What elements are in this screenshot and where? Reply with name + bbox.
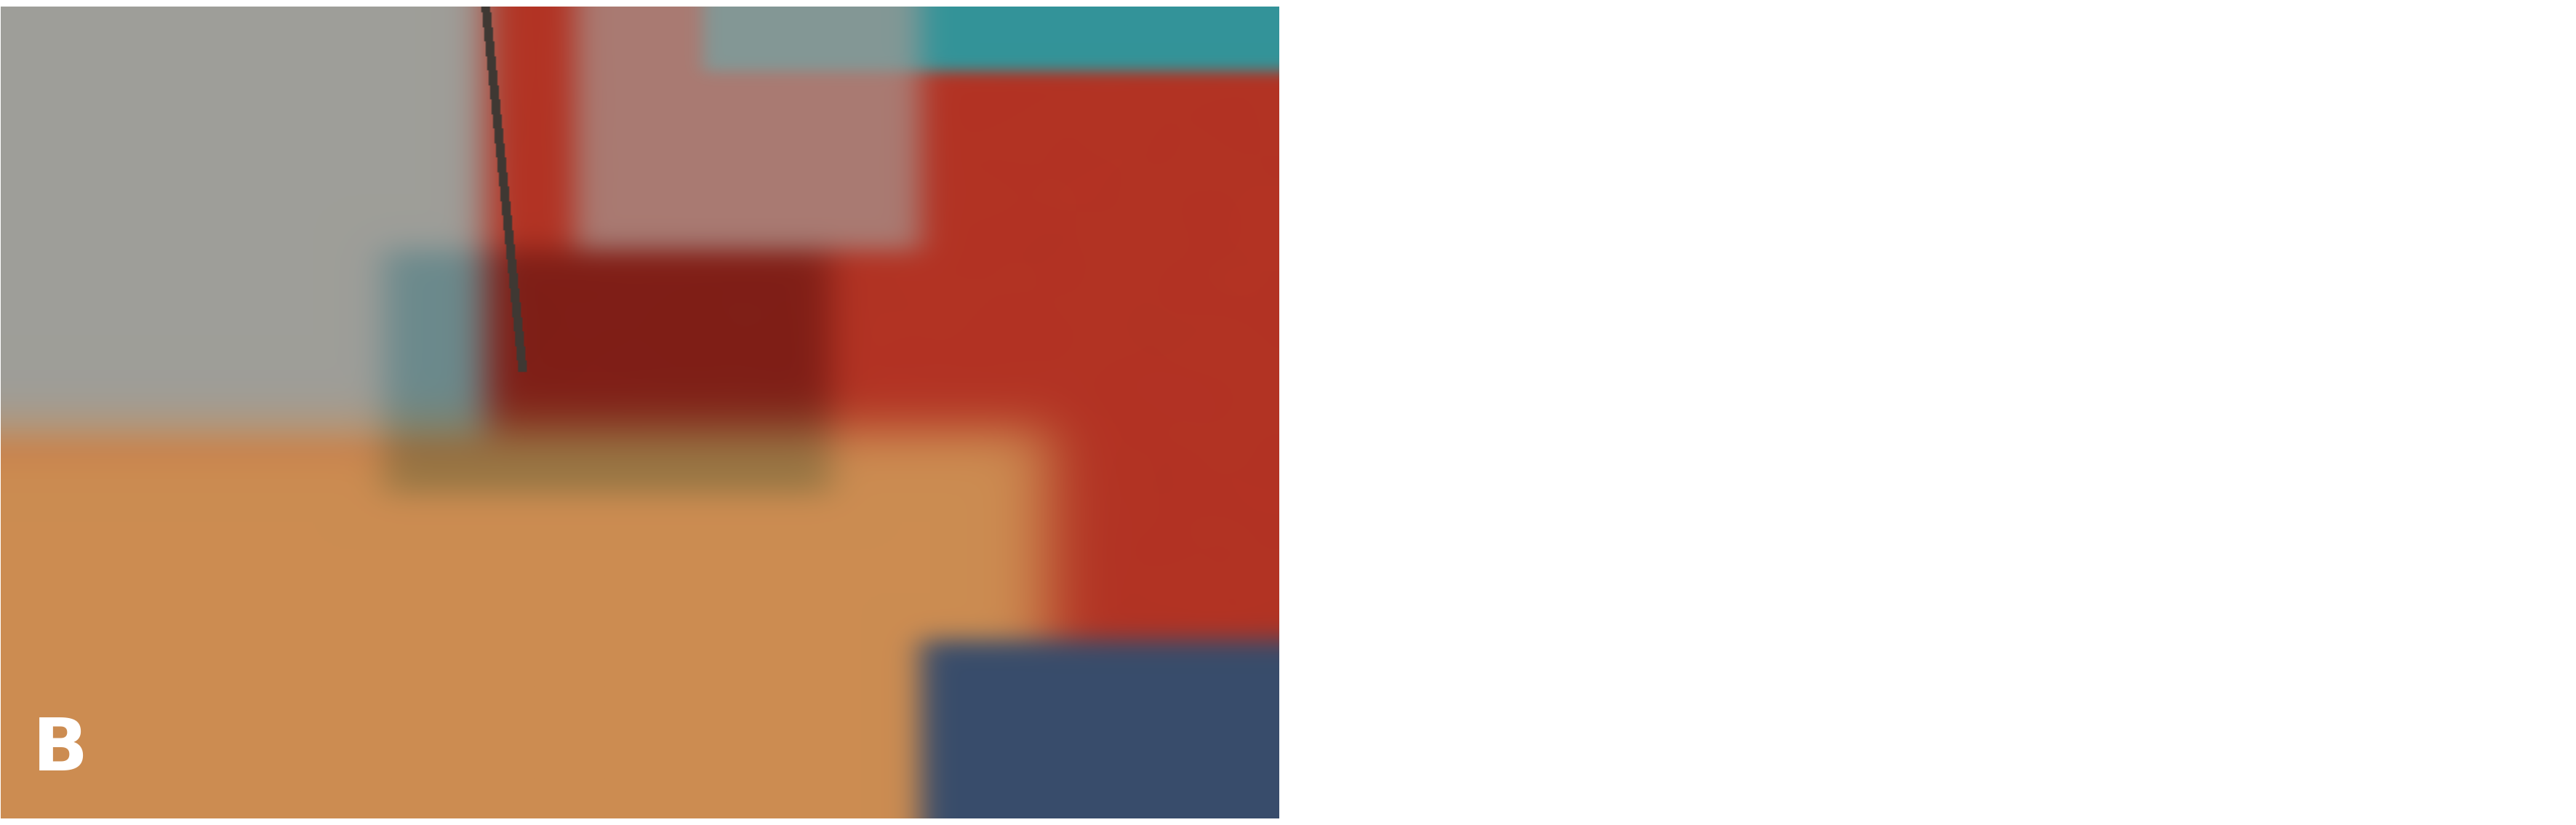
Text: B: B [33,715,88,786]
Text: A: A [39,715,95,786]
